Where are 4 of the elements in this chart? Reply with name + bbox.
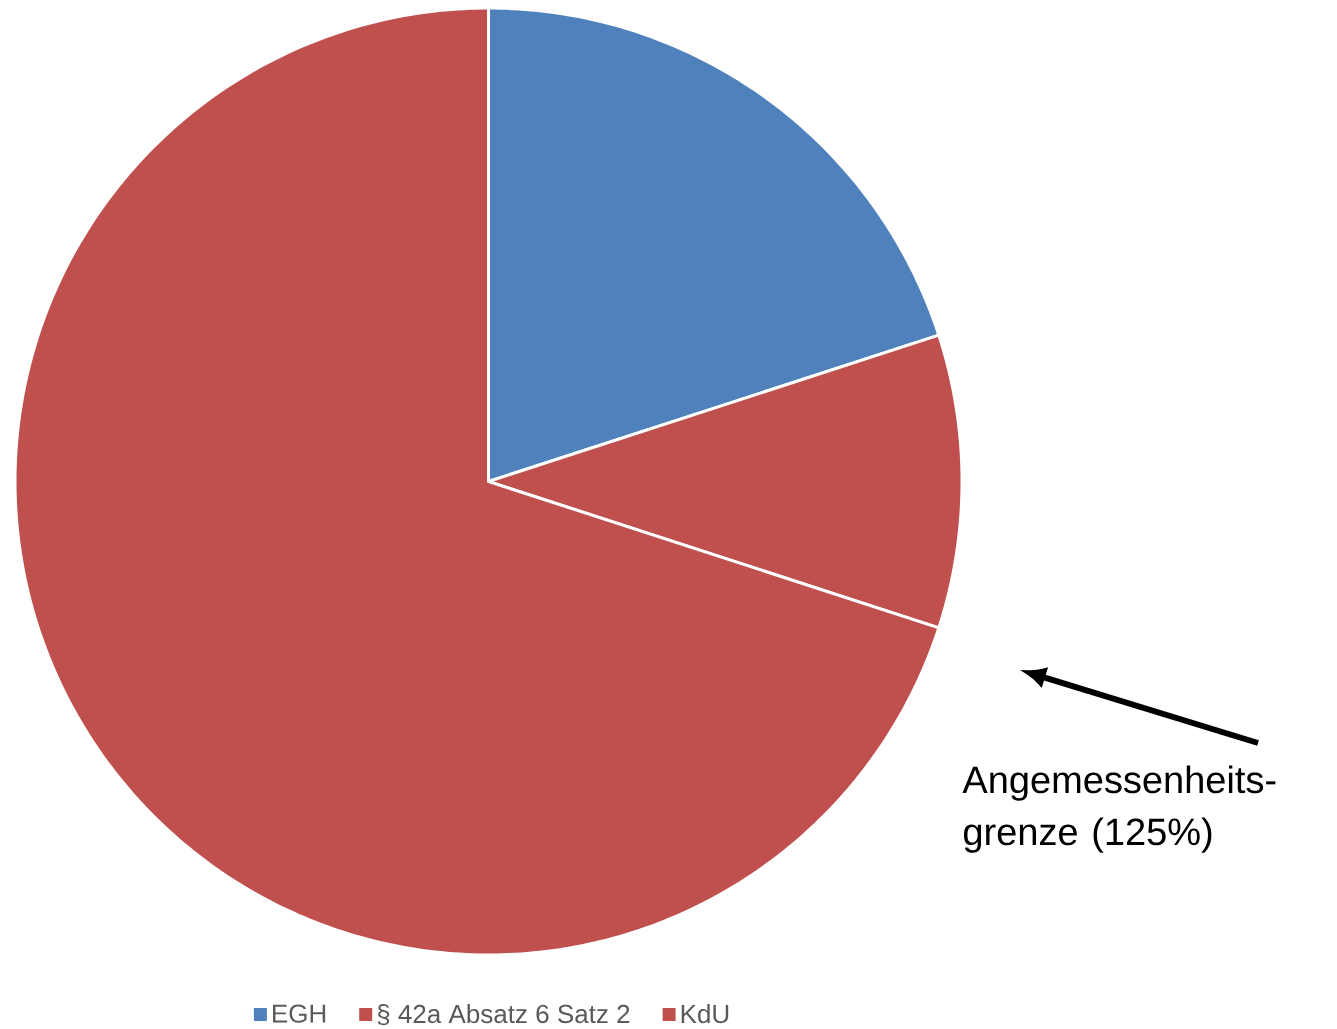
legend-label: KdU [681, 1004, 729, 1024]
text: Angemessenheits-grenze (125%) [962, 765, 1276, 853]
legend-label: EGH [273, 1004, 326, 1023]
legend-label: § 42a Absatz 6 Satz 2 [377, 1004, 630, 1026]
